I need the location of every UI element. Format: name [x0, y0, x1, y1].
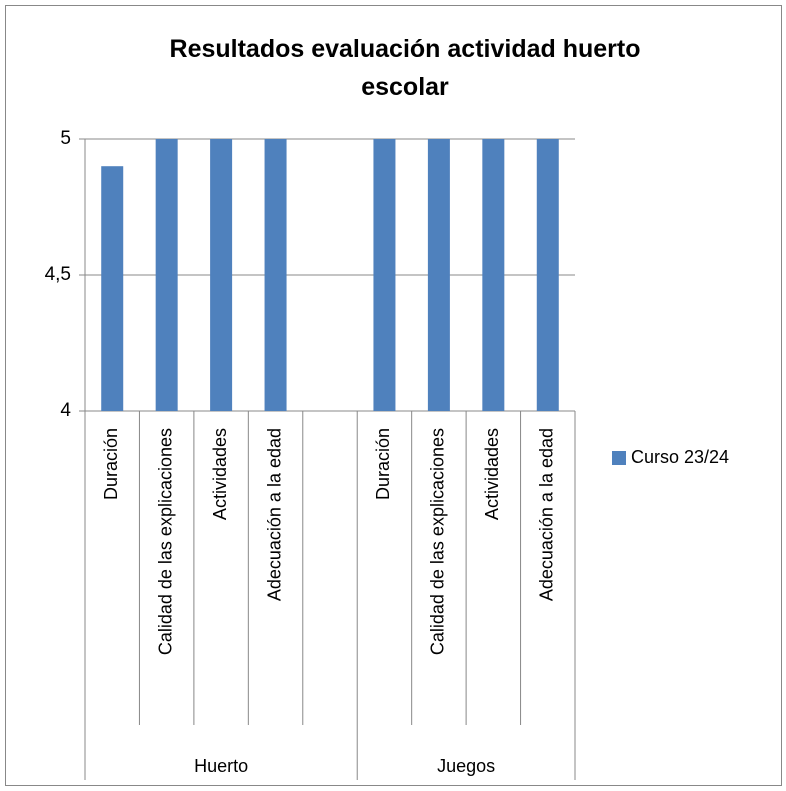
x-tick-label: Adecuación a la edad	[264, 428, 284, 601]
bar	[101, 166, 124, 411]
chart-title: Resultados evaluación actividad huerto e…	[169, 35, 641, 101]
x-tick-label: Actividades	[210, 428, 230, 520]
group-label: Juegos	[437, 756, 495, 776]
bar	[427, 139, 450, 411]
x-tick-label: Duración	[373, 428, 393, 500]
group-label: Huerto	[194, 756, 248, 776]
y-tick-label: 4,5	[45, 264, 71, 285]
legend-label: Curso 23/24	[631, 447, 729, 467]
bar	[482, 139, 505, 411]
bar	[373, 139, 396, 411]
x-tick-label: Duración	[101, 428, 121, 500]
legend-swatch	[612, 451, 626, 465]
bar	[536, 139, 559, 411]
y-tick-label: 4	[60, 400, 71, 421]
x-tick-label: Calidad de las explicaciones	[428, 428, 448, 655]
bar	[264, 139, 287, 411]
y-tick-label: 5	[60, 128, 71, 149]
bar	[155, 139, 178, 411]
x-tick-label: Adecuación a la edad	[537, 428, 557, 601]
x-tick-label: Actividades	[482, 428, 502, 520]
x-tick-label: Calidad de las explicaciones	[155, 428, 175, 655]
bar	[210, 139, 233, 411]
